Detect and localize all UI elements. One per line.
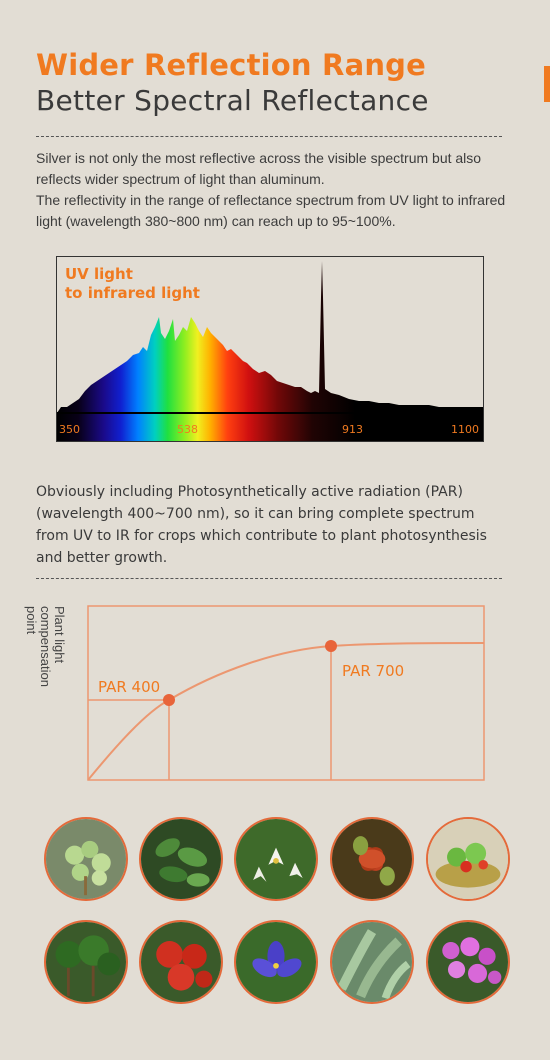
- spectrum-label-line-1: UV light: [65, 265, 133, 283]
- intro-line-2: The reflectivity in the range of reflect…: [36, 192, 506, 229]
- tick-538: 538: [177, 423, 198, 436]
- leafy-plant-photo: [139, 817, 223, 901]
- par700-label: PAR 700: [342, 662, 405, 680]
- pink-flowers-photo: [426, 920, 510, 1004]
- y-axis-label: Plant light compensation point: [24, 606, 67, 687]
- compensation-curve: [87, 642, 485, 781]
- tomatoes-photo: [139, 920, 223, 1004]
- par400-label: PAR 400: [98, 678, 161, 696]
- tick-350: 350: [59, 423, 80, 436]
- tick-1100: 1100: [451, 423, 479, 436]
- iris-flower-photo: [234, 920, 318, 1004]
- side-accent-tab: [544, 66, 550, 102]
- lily-flower-photo: [234, 817, 318, 901]
- salad-photo: [426, 817, 510, 901]
- par-curve-chart: [87, 605, 485, 781]
- tick-913: 913: [342, 423, 363, 436]
- intro-text: Silver is not only the most reflective a…: [36, 148, 506, 232]
- succulent-photo: [44, 817, 128, 901]
- intro-line-1: Silver is not only the most reflective a…: [36, 150, 482, 187]
- spectrum-label-line-2: to infrared light: [65, 284, 200, 302]
- dashed-divider-top: [36, 136, 502, 137]
- par400-point: [163, 694, 175, 706]
- par700-point: [325, 640, 337, 652]
- spectrum-chart: UV light to infrared light 350 538 913 1…: [56, 256, 484, 442]
- dashed-divider-bottom: [36, 578, 502, 579]
- carnivorous-plant-photo: [330, 817, 414, 901]
- tree-saplings-photo: [44, 920, 128, 1004]
- page-subtitle: Better Spectral Reflectance: [36, 84, 429, 117]
- chart-frame: [87, 605, 485, 781]
- cactus-photo: [330, 920, 414, 1004]
- page-title: Wider Reflection Range: [36, 48, 427, 82]
- spectrum-label: UV light to infrared light: [65, 265, 200, 303]
- par-description: Obviously including Photosynthetically a…: [36, 484, 487, 566]
- spectrum-graphic: [57, 261, 483, 441]
